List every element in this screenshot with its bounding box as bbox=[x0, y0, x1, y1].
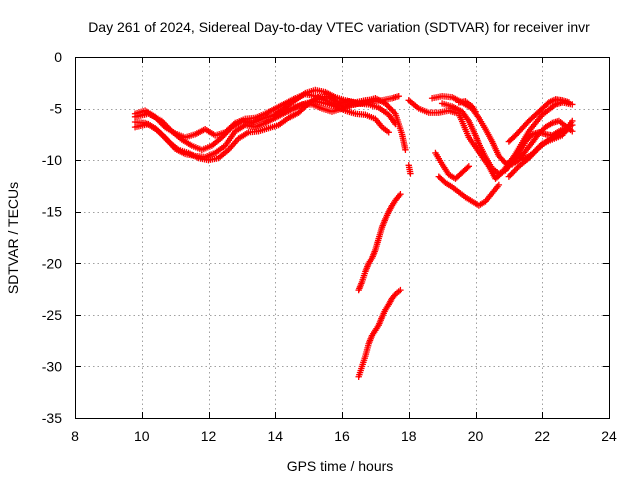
series-arc-15 bbox=[435, 173, 503, 209]
y-tick-label: -15 bbox=[42, 204, 62, 220]
series-arc-5 bbox=[272, 86, 379, 118]
series-arc-6 bbox=[355, 286, 404, 380]
data-point bbox=[514, 164, 521, 172]
chart-title: Day 261 of 2024, Sidereal Day-to-day VTE… bbox=[88, 19, 590, 35]
data-point bbox=[472, 108, 479, 115]
data-point bbox=[530, 149, 537, 156]
data-markers bbox=[131, 86, 576, 380]
data-point bbox=[536, 143, 543, 150]
x-tick-label: 22 bbox=[534, 428, 550, 444]
data-point bbox=[218, 134, 226, 141]
data-point bbox=[224, 128, 231, 135]
data-point bbox=[533, 146, 540, 153]
data-point bbox=[221, 131, 228, 138]
series-arc-7 bbox=[355, 190, 404, 294]
data-point bbox=[220, 132, 227, 140]
data-point bbox=[508, 170, 515, 177]
data-point bbox=[387, 106, 395, 113]
x-tick-label: 12 bbox=[201, 428, 217, 444]
data-point bbox=[389, 107, 396, 114]
series-arc-14 bbox=[432, 149, 473, 182]
data-point bbox=[167, 126, 174, 133]
data-point bbox=[165, 125, 173, 132]
data-point bbox=[395, 92, 402, 100]
data-point bbox=[159, 132, 166, 139]
data-point bbox=[465, 163, 473, 170]
data-point bbox=[509, 169, 517, 176]
series-arc-8 bbox=[405, 162, 414, 177]
data-point bbox=[511, 167, 518, 174]
data-point bbox=[386, 104, 393, 112]
data-point bbox=[383, 101, 391, 109]
data-point bbox=[537, 141, 545, 149]
y-axis-label: SDTVAR / TECUs bbox=[5, 182, 21, 294]
series-arc-12 bbox=[455, 98, 479, 115]
series-arc-4 bbox=[131, 92, 399, 164]
data-point bbox=[392, 120, 399, 128]
data-point bbox=[385, 103, 392, 110]
series-arc-17 bbox=[519, 117, 576, 164]
data-point bbox=[163, 136, 171, 144]
x-axis-tick-labels: 8 10 12 14 16 18 20 22 24 bbox=[71, 428, 617, 444]
data-point bbox=[464, 164, 471, 171]
data-point bbox=[529, 150, 536, 158]
data-point bbox=[397, 190, 404, 198]
data-point bbox=[158, 131, 165, 138]
y-tick-label: 0 bbox=[54, 49, 62, 65]
data-point bbox=[402, 146, 409, 154]
data-point bbox=[397, 286, 404, 294]
y-tick-label: -10 bbox=[42, 152, 62, 168]
x-tick-label: 8 bbox=[71, 428, 79, 444]
data-point bbox=[569, 117, 576, 125]
data-point bbox=[565, 99, 573, 106]
axis-ticks bbox=[75, 57, 610, 419]
series-arc-13 bbox=[505, 96, 573, 145]
y-tick-label: -5 bbox=[50, 101, 63, 117]
data-point bbox=[385, 129, 392, 136]
data-point bbox=[158, 117, 165, 125]
data-point bbox=[390, 109, 398, 116]
x-tick-label: 14 bbox=[267, 428, 283, 444]
data-point bbox=[505, 173, 513, 180]
data-point bbox=[164, 123, 171, 131]
series-arc-2 bbox=[131, 92, 402, 154]
y-axis-tick-labels: 0 -5 -10 -15 -20 -25 -30 -35 bbox=[42, 49, 62, 426]
x-tick-label: 16 bbox=[334, 428, 350, 444]
data-point bbox=[382, 100, 389, 107]
data-point bbox=[407, 170, 414, 177]
data-point bbox=[225, 126, 233, 134]
series-arc-11 bbox=[438, 100, 576, 177]
data-point bbox=[155, 128, 162, 135]
data-point bbox=[222, 129, 230, 137]
data-point bbox=[512, 166, 520, 173]
x-axis-label: GPS time / hours bbox=[287, 458, 394, 474]
data-point bbox=[507, 171, 514, 179]
data-point bbox=[569, 101, 576, 108]
y-tick-label: -30 bbox=[42, 358, 62, 374]
y-tick-label: -25 bbox=[42, 307, 62, 323]
y-tick-label: -20 bbox=[42, 255, 62, 271]
data-point bbox=[495, 181, 503, 189]
data-point bbox=[372, 96, 379, 103]
data-point bbox=[160, 133, 168, 141]
data-point bbox=[531, 147, 539, 155]
data-point bbox=[534, 144, 542, 152]
x-tick-label: 10 bbox=[134, 428, 150, 444]
data-point bbox=[161, 120, 168, 128]
x-tick-label: 24 bbox=[601, 428, 617, 444]
data-point bbox=[162, 135, 169, 142]
x-tick-label: 18 bbox=[401, 428, 417, 444]
data-point bbox=[569, 128, 576, 135]
data-point bbox=[162, 122, 170, 129]
y-tick-label: -35 bbox=[42, 410, 62, 426]
data-point bbox=[156, 129, 164, 136]
data-point bbox=[160, 119, 167, 126]
x-tick-label: 20 bbox=[468, 428, 484, 444]
